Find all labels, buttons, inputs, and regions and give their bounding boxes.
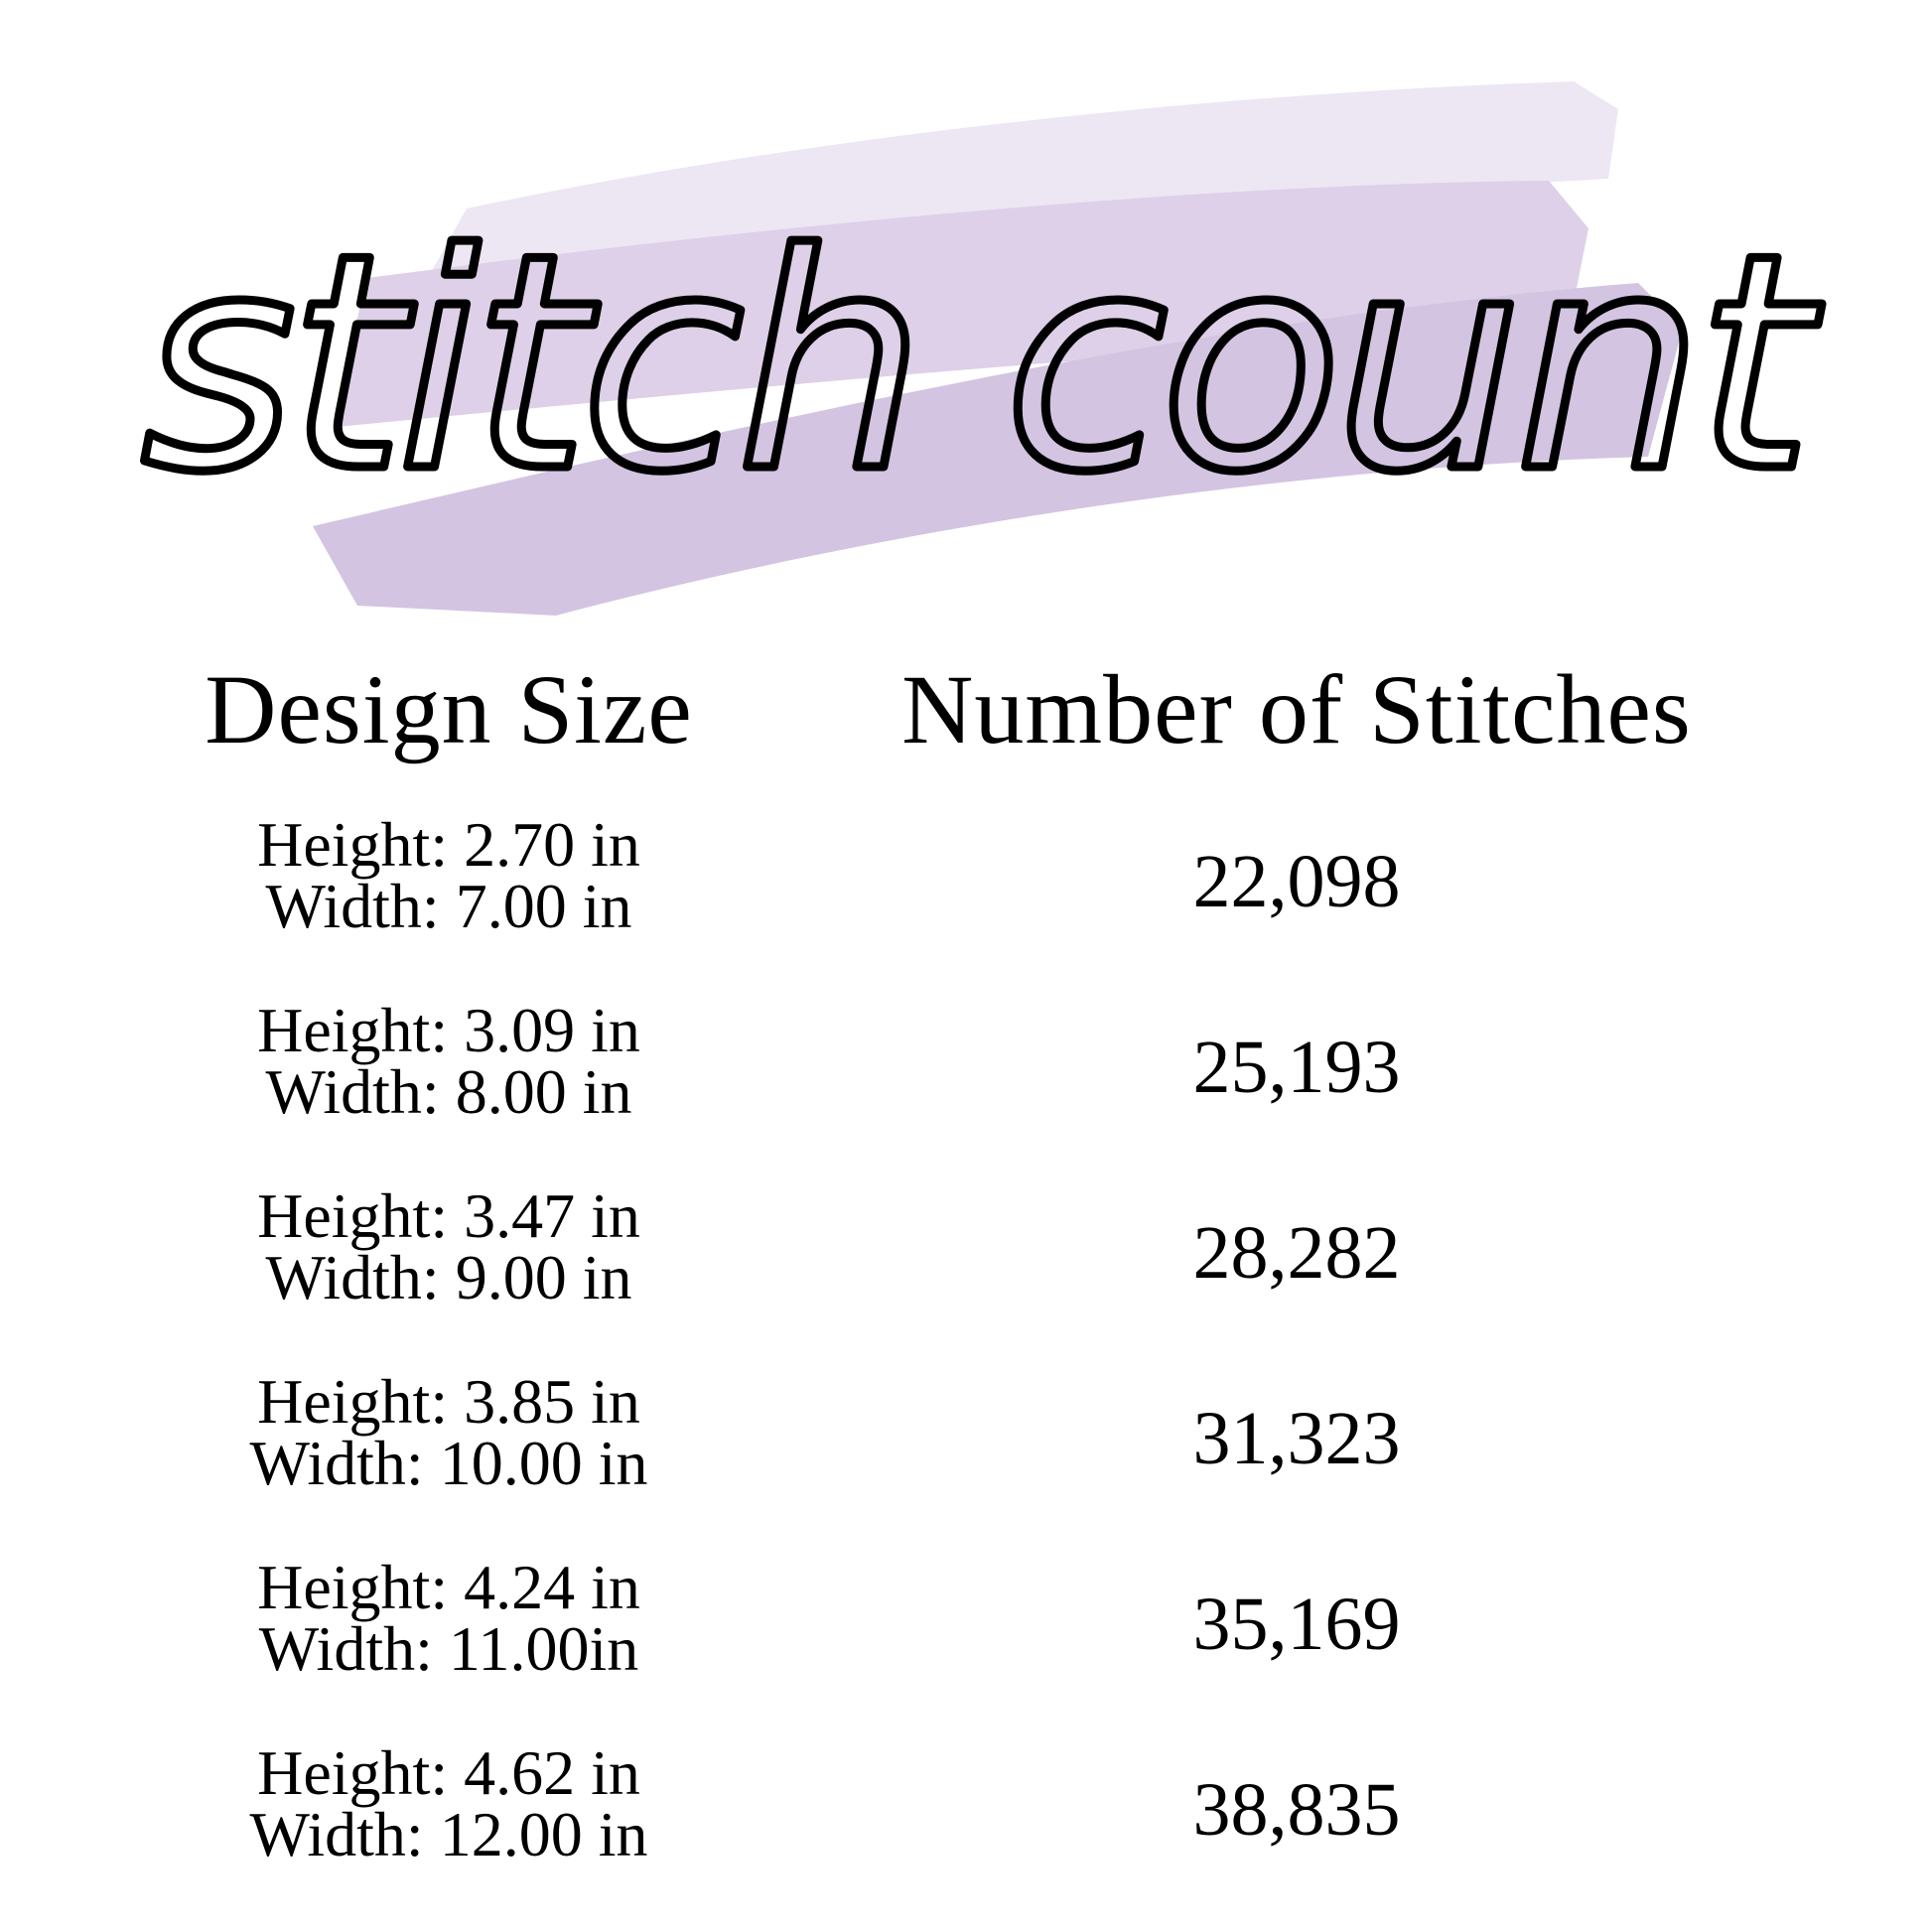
design-height: Height: 4.24 in xyxy=(257,1552,640,1622)
design-height: Height: 3.85 in xyxy=(257,1366,640,1437)
title-banner: stitch count xyxy=(137,81,1839,616)
stitch-count: 35,169 xyxy=(1192,1583,1401,1666)
design-height: Height: 2.70 in xyxy=(257,809,640,880)
header-design-size: Design Size xyxy=(205,654,693,764)
page-title: stitch count xyxy=(141,191,1826,537)
stitch-count: 28,282 xyxy=(1192,1211,1401,1295)
design-height: Height: 3.09 in xyxy=(257,995,640,1065)
table-row: Height: 3.85 in Width: 10.00 in 31,323 xyxy=(0,1366,1932,1557)
design-width: Width: 7.00 in xyxy=(265,871,632,941)
design-height: Height: 3.47 in xyxy=(257,1180,640,1251)
stitch-count: 31,323 xyxy=(1192,1397,1401,1480)
brush-strokes xyxy=(313,81,1683,616)
design-size: Height: 3.09 in Width: 8.00 in xyxy=(257,995,640,1127)
design-size: Height: 4.62 in Width: 12.00 in xyxy=(249,1737,648,1869)
design-size: Height: 3.85 in Width: 10.00 in xyxy=(249,1366,648,1498)
design-height: Height: 4.62 in xyxy=(257,1737,640,1808)
brush-stroke-middle xyxy=(338,181,1588,427)
table-row: Height: 3.09 in Width: 8.00 in 25,193 xyxy=(0,995,1932,1185)
table-row: Height: 2.70 in Width: 7.00 in 22,098 xyxy=(0,809,1932,1000)
design-size: Height: 3.47 in Width: 9.00 in xyxy=(257,1180,640,1312)
header-number-of-stitches: Number of Stitches xyxy=(901,654,1692,764)
design-width: Width: 10.00 in xyxy=(249,1428,648,1498)
table-row: Height: 3.47 in Width: 9.00 in 28,282 xyxy=(0,1180,1932,1371)
brush-stroke-bottom xyxy=(313,283,1683,616)
stitch-count: 38,835 xyxy=(1192,1768,1401,1852)
table-row: Height: 4.24 in Width: 11.00in 35,169 xyxy=(0,1552,1932,1742)
design-width: Width: 12.00 in xyxy=(249,1799,648,1869)
design-width: Width: 8.00 in xyxy=(265,1056,632,1127)
stitch-count: 25,193 xyxy=(1192,1026,1401,1109)
design-size: Height: 2.70 in Width: 7.00 in xyxy=(257,809,640,941)
design-size: Height: 4.24 in Width: 11.00in xyxy=(257,1552,640,1684)
stitch-count: 22,098 xyxy=(1192,840,1401,923)
design-width: Width: 11.00in xyxy=(258,1613,639,1684)
table-row: Height: 4.62 in Width: 12.00 in 38,835 xyxy=(0,1737,1932,1928)
design-width: Width: 9.00 in xyxy=(265,1242,632,1312)
